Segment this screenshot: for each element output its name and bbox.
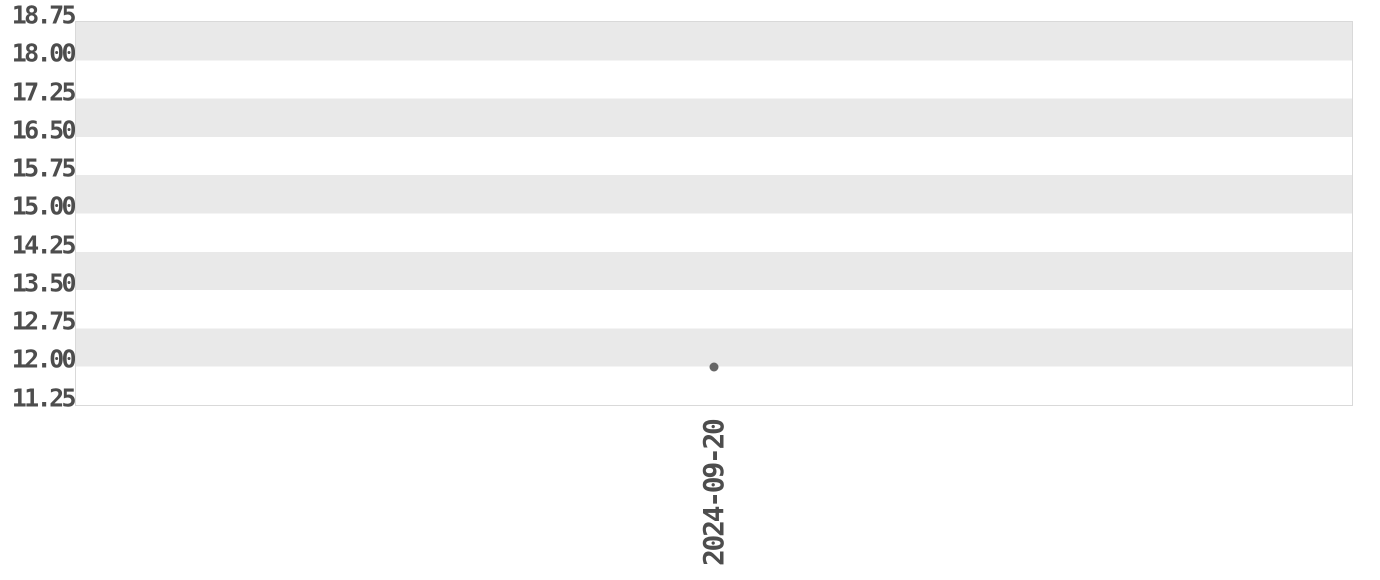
y-tick-label: 18.00 bbox=[11, 38, 77, 68]
plot-area bbox=[75, 21, 1353, 406]
y-tick-label: 17.25 bbox=[11, 77, 77, 106]
y-tick-label: 11.25 bbox=[11, 383, 77, 412]
x-tick-label: 2024-09-20 bbox=[697, 420, 730, 566]
y-tick-label: 15.00 bbox=[11, 191, 77, 221]
y-tick-label: 13.50 bbox=[11, 268, 77, 298]
y-tick-label: 12.75 bbox=[11, 306, 77, 336]
y-tick-label: 15.75 bbox=[11, 153, 77, 183]
y-axis: 18.75 18.00 17.25 16.50 15.75 15.00 14.25 13.50… bbox=[0, 0, 77, 580]
y-tick-label: 18.75 bbox=[11, 0, 77, 30]
y-tick-label: 16.50 bbox=[11, 115, 77, 145]
data-point bbox=[709, 362, 719, 372]
y-tick-label: 14.25 bbox=[11, 230, 77, 259]
y-tick-label: 12.00 bbox=[11, 344, 77, 374]
